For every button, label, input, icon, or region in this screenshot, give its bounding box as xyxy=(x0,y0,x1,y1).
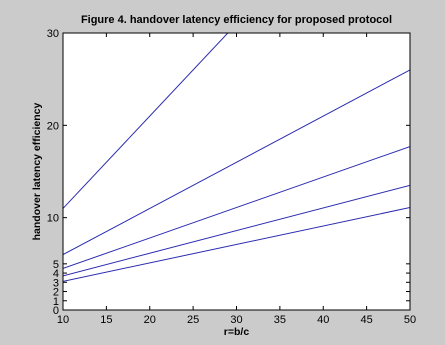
series-line-2 xyxy=(63,69,410,256)
y-tick-label: 5 xyxy=(53,259,59,271)
x-tick-label: 35 xyxy=(274,314,286,326)
y-tick-label: 4 xyxy=(53,268,59,280)
y-axis-label: handover latency efficiency xyxy=(31,102,43,240)
y-tick-label: 20 xyxy=(47,120,59,132)
x-tick-label: 20 xyxy=(144,314,156,326)
x-tick-label: 30 xyxy=(230,314,242,326)
x-tick-label: 25 xyxy=(187,314,199,326)
x-tick-label: 40 xyxy=(317,314,329,326)
y-tick-label: 1 xyxy=(53,296,59,308)
x-tick-label: 15 xyxy=(100,314,112,326)
x-ticks: 10 15 20 25 30 35 40 45 50 xyxy=(57,33,416,326)
x-tick-label: 45 xyxy=(361,314,373,326)
series-line-5 xyxy=(63,207,410,282)
x-tick-label: 50 xyxy=(404,314,416,326)
x-axis-label: r=b/c xyxy=(224,326,250,338)
y-tick-label: 30 xyxy=(47,28,59,40)
series-line-4 xyxy=(63,184,410,277)
chart-title: Figure 4. handover latency efficiency fo… xyxy=(81,14,392,26)
y-tick-label: 10 xyxy=(47,213,59,225)
plot-area xyxy=(63,33,410,310)
y-tick-label: 3 xyxy=(53,277,59,289)
series-layer xyxy=(63,33,410,282)
y-tick-label: 0 xyxy=(53,305,59,317)
series-line-1 xyxy=(63,33,229,209)
x-tick-label: 10 xyxy=(57,314,69,326)
series-line-3 xyxy=(63,146,410,269)
y-tick-label: 2 xyxy=(53,287,59,299)
